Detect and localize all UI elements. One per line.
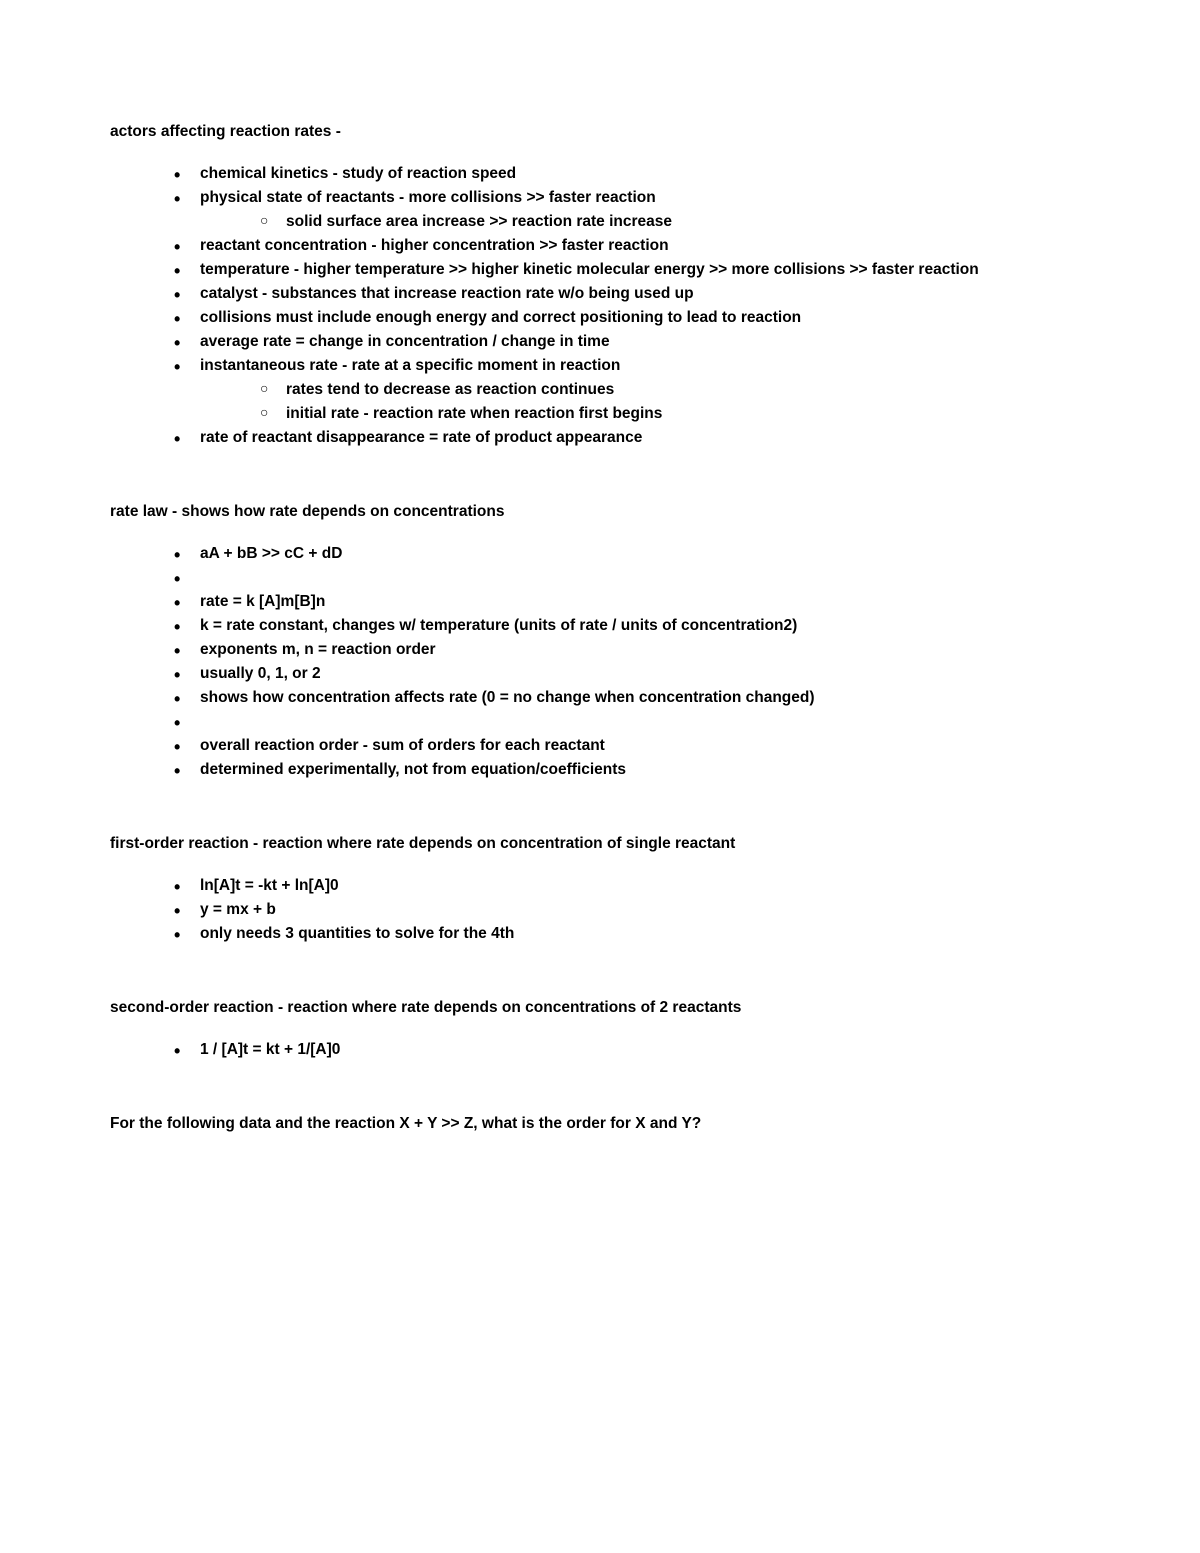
list-item: catalyst - substances that increase reac… xyxy=(174,282,1090,306)
item-text: overall reaction order - sum of orders f… xyxy=(200,737,605,754)
item-text: initial rate - reaction rate when reacti… xyxy=(286,405,662,422)
item-text: temperature - higher temperature >> high… xyxy=(200,261,979,278)
item-text: rate = k [A]m[B]n xyxy=(200,593,325,610)
item-text: physical state of reactants - more colli… xyxy=(200,189,656,206)
list-item: physical state of reactants - more colli… xyxy=(174,186,1090,234)
list-item-empty xyxy=(174,710,1090,734)
list-item: solid surface area increase >> reaction … xyxy=(260,210,1090,234)
section-3-heading: first-order reaction - reaction where ra… xyxy=(110,832,1090,856)
list-item: k = rate constant, changes w/ temperatur… xyxy=(174,614,1090,638)
list-item: instantaneous rate - rate at a specific … xyxy=(174,354,1090,426)
question-text: For the following data and the reaction … xyxy=(110,1112,1090,1136)
item-text: rates tend to decrease as reaction conti… xyxy=(286,381,614,398)
item-text: rate of reactant disappearance = rate of… xyxy=(200,429,642,446)
list-item: chemical kinetics - study of reaction sp… xyxy=(174,162,1090,186)
list-item: aA + bB >> cC + dD xyxy=(174,542,1090,566)
item-text: exponents m, n = reaction order xyxy=(200,641,436,658)
item-text: 1 / [A]t = kt + 1/[A]0 xyxy=(200,1041,340,1058)
item-text: aA + bB >> cC + dD xyxy=(200,545,342,562)
list-item: usually 0, 1, or 2 xyxy=(174,662,1090,686)
list-item: 1 / [A]t = kt + 1/[A]0 xyxy=(174,1038,1090,1062)
item-text: chemical kinetics - study of reaction sp… xyxy=(200,165,516,182)
section-4-list: 1 / [A]t = kt + 1/[A]0 xyxy=(110,1038,1090,1062)
list-item: collisions must include enough energy an… xyxy=(174,306,1090,330)
item-text: usually 0, 1, or 2 xyxy=(200,665,321,682)
document-page: actors affecting reaction rates - chemic… xyxy=(0,0,1200,1553)
sublist: solid surface area increase >> reaction … xyxy=(200,210,1090,234)
list-item-empty xyxy=(174,566,1090,590)
item-text: k = rate constant, changes w/ temperatur… xyxy=(200,617,797,634)
section-3-list: ln[A]t = -kt + ln[A]0 y = mx + b only ne… xyxy=(110,874,1090,946)
list-item: temperature - higher temperature >> high… xyxy=(174,258,1090,282)
item-text: collisions must include enough energy an… xyxy=(200,309,801,326)
list-item: rate of reactant disappearance = rate of… xyxy=(174,426,1090,450)
section-1-list: chemical kinetics - study of reaction sp… xyxy=(110,162,1090,450)
item-text: solid surface area increase >> reaction … xyxy=(286,213,672,230)
list-item: only needs 3 quantities to solve for the… xyxy=(174,922,1090,946)
list-item: average rate = change in concentration /… xyxy=(174,330,1090,354)
item-text: catalyst - substances that increase reac… xyxy=(200,285,694,302)
list-item: overall reaction order - sum of orders f… xyxy=(174,734,1090,758)
list-item: exponents m, n = reaction order xyxy=(174,638,1090,662)
section-1-heading: actors affecting reaction rates - xyxy=(110,120,1090,144)
item-text: shows how concentration affects rate (0 … xyxy=(200,689,815,706)
item-text: reactant concentration - higher concentr… xyxy=(200,237,669,254)
item-text: only needs 3 quantities to solve for the… xyxy=(200,925,514,942)
item-text: average rate = change in concentration /… xyxy=(200,333,610,350)
list-item: determined experimentally, not from equa… xyxy=(174,758,1090,782)
list-item: rates tend to decrease as reaction conti… xyxy=(260,378,1090,402)
item-text: ln[A]t = -kt + ln[A]0 xyxy=(200,877,339,894)
section-2-list: aA + bB >> cC + dD rate = k [A]m[B]n k =… xyxy=(110,542,1090,782)
section-2-heading: rate law - shows how rate depends on con… xyxy=(110,500,1090,524)
item-text: instantaneous rate - rate at a specific … xyxy=(200,357,620,374)
list-item: shows how concentration affects rate (0 … xyxy=(174,686,1090,710)
list-item: reactant concentration - higher concentr… xyxy=(174,234,1090,258)
item-text: determined experimentally, not from equa… xyxy=(200,761,626,778)
section-4-heading: second-order reaction - reaction where r… xyxy=(110,996,1090,1020)
item-text: y = mx + b xyxy=(200,901,276,918)
list-item: rate = k [A]m[B]n xyxy=(174,590,1090,614)
list-item: initial rate - reaction rate when reacti… xyxy=(260,402,1090,426)
list-item: y = mx + b xyxy=(174,898,1090,922)
list-item: ln[A]t = -kt + ln[A]0 xyxy=(174,874,1090,898)
sublist: rates tend to decrease as reaction conti… xyxy=(200,378,1090,426)
